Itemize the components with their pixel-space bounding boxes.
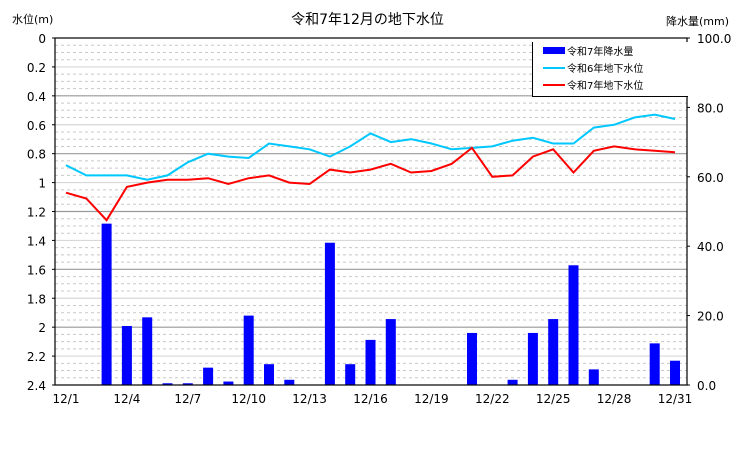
rain-bar <box>203 367 214 385</box>
groundwater-line <box>65 113 676 181</box>
x-tick-label: 12/31 <box>658 392 693 406</box>
legend-swatch-line <box>543 83 565 86</box>
legend-item-rain: 令和7年降水量 <box>533 42 688 59</box>
right-tick-label: 60.0 <box>697 171 724 185</box>
left-tick-label: 0.4 <box>27 90 46 104</box>
left-tick-label: 1.6 <box>27 263 46 277</box>
left-tick-label: 0.2 <box>27 61 46 75</box>
rain-bar <box>162 383 173 385</box>
rain-bar <box>385 319 396 385</box>
right-tick-label: 0.0 <box>697 379 716 393</box>
legend-label: 令和7年降水量 <box>567 47 634 58</box>
left-tick-label: 0.8 <box>27 148 46 162</box>
legend-swatch-line <box>543 66 565 69</box>
rain-bar <box>507 379 518 385</box>
left-tick-label: 1.8 <box>27 292 46 306</box>
rain-bar <box>223 381 234 385</box>
rain-bar <box>649 343 660 385</box>
rain-bar <box>467 332 477 385</box>
rain-bar <box>142 317 153 385</box>
right-tick-label: 100.0 <box>697 32 731 46</box>
x-tick-label: 12/19 <box>414 392 449 406</box>
x-tick-label: 12/28 <box>597 392 632 406</box>
right-tick-label: 20.0 <box>697 310 724 324</box>
plot-frame <box>54 37 688 386</box>
legend-item-r6: 令和6年地下水位 <box>533 59 688 76</box>
x-tick-label: 12/10 <box>231 392 266 406</box>
legend-label: 令和7年地下水位 <box>567 81 644 92</box>
left-tick-label: 0 <box>38 32 46 46</box>
x-tick-label: 12/4 <box>113 392 140 406</box>
rain-bar <box>121 326 132 385</box>
rain-bar <box>284 379 295 385</box>
rain-bar <box>548 319 559 385</box>
rain-bar <box>365 339 376 385</box>
right-tick-label: 40.0 <box>697 240 724 254</box>
x-tick-label: 12/16 <box>353 392 388 406</box>
right-tick-label: 80.0 <box>697 101 724 115</box>
x-tick-label: 12/22 <box>475 392 510 406</box>
rain-bar <box>527 332 538 385</box>
rain-bar <box>243 315 254 385</box>
groundwater-line <box>65 145 676 222</box>
legend-item-r7: 令和7年地下水位 <box>533 76 688 93</box>
x-tick-label: 12/25 <box>536 392 571 406</box>
left-tick-label: 0.6 <box>27 119 46 133</box>
rain-bar <box>588 369 599 385</box>
x-tick-label: 12/7 <box>174 392 201 406</box>
rain-bar <box>264 364 274 385</box>
legend-label: 令和6年地下水位 <box>567 64 644 75</box>
left-tick-label: 1.2 <box>27 206 46 220</box>
rain-bar <box>568 265 579 385</box>
left-tick-label: 1 <box>38 177 46 191</box>
left-axis-label: 水位(m) <box>12 13 54 26</box>
rain-bar <box>670 360 680 385</box>
rain-bar <box>345 364 356 385</box>
rain-bar <box>324 242 335 385</box>
x-tick-label: 12/13 <box>292 392 327 406</box>
rain-bar <box>182 383 193 385</box>
rain-bar <box>101 223 112 385</box>
chart-title: 令和7年12月の地下水位 <box>291 12 444 28</box>
left-tick-label: 2.4 <box>27 379 46 393</box>
left-tick-label: 1.4 <box>27 234 46 248</box>
legend: 令和7年降水量 令和6年地下水位 令和7年地下水位 <box>532 42 688 97</box>
x-tick-label: 12/1 <box>53 392 80 406</box>
right-axis-label: 降水量(mm) <box>665 15 729 28</box>
legend-swatch-bar <box>543 47 565 54</box>
left-tick-label: 2.2 <box>27 350 46 364</box>
left-tick-label: 2 <box>38 321 46 335</box>
